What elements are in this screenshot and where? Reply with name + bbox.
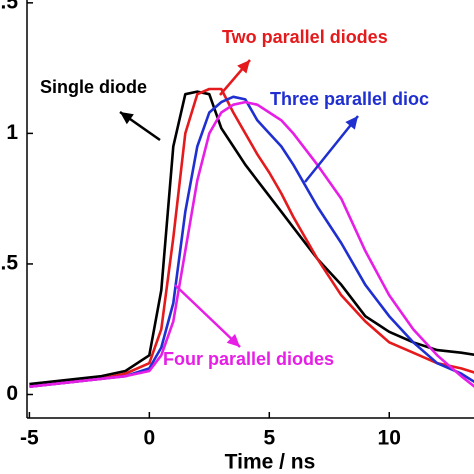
annotation-arrow (174, 284, 241, 348)
x-tick-label: 0 (144, 427, 156, 450)
annotation-arrowhead (237, 60, 250, 74)
annotation: Single diode (40, 77, 147, 97)
annotation-arrow (304, 115, 359, 183)
annotation: Four parallel diodes (163, 349, 334, 369)
series-line (29, 95, 474, 388)
x-tick-label: -5 (20, 427, 39, 450)
y-tick-label: 0 (6, 382, 18, 405)
series-line (29, 90, 474, 386)
series-line (29, 100, 474, 388)
x-tick-label: 5 (263, 427, 275, 450)
annotation-arrowhead (345, 116, 358, 130)
annotation: Two parallel diodes (222, 27, 388, 47)
series-line (29, 87, 474, 388)
y-tick-label: .5 (0, 0, 18, 13)
y-tick-label: .5 (0, 251, 18, 274)
annotation: Three parallel dioc (270, 89, 429, 109)
x-axis-label: Time / ns (225, 451, 316, 474)
x-tick-label: 10 (378, 427, 401, 450)
annotation-arrowhead (120, 112, 134, 125)
annotation-arrowhead (226, 333, 240, 347)
y-tick-label: 1 (6, 121, 18, 144)
